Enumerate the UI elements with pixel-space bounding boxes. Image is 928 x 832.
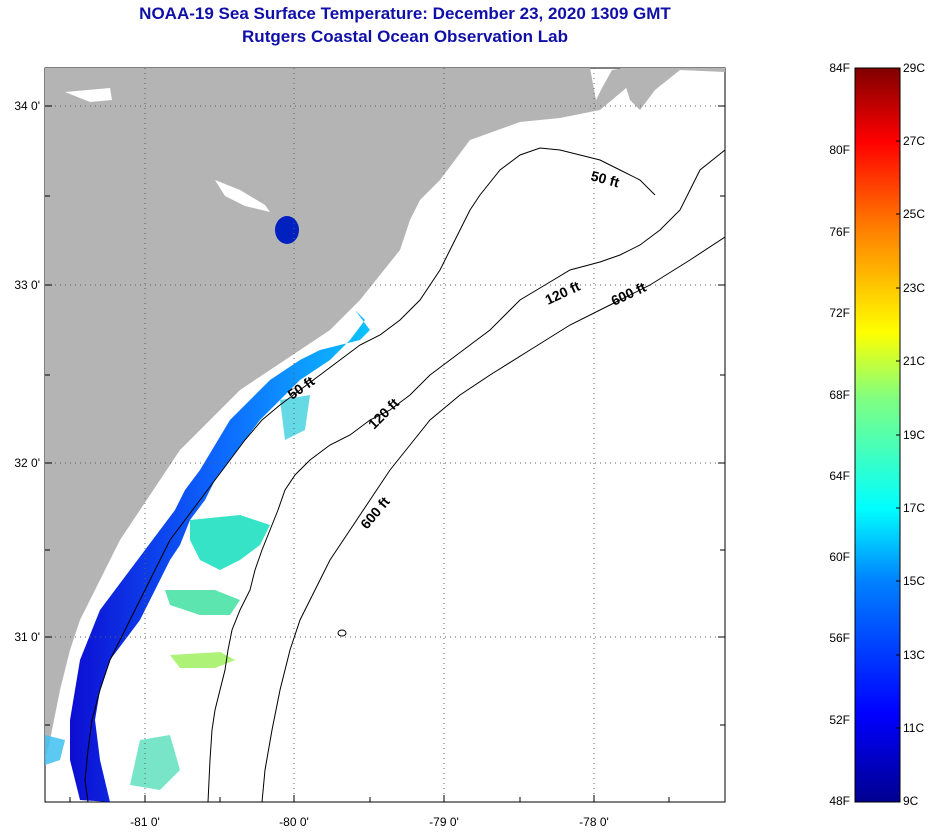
map-subtitle: Rutgers Coastal Ocean Observation Lab [242,27,568,46]
colorbar-c-label: 29C [903,61,925,75]
colorbar-f-label: 60F [829,550,850,564]
colorbar-f-label: 84F [829,61,850,75]
colorbar-f-label: 76F [829,225,850,239]
colorbar-f-label: 48F [829,794,850,808]
colorbar-c-label: 21C [903,354,925,368]
contour-seamount [337,629,347,637]
axis-ticks [45,105,725,802]
colorbar-c-label: 27C [903,134,925,148]
lon-label-78: -78 0' [579,815,609,829]
colorbar-c-label: 15C [903,574,925,588]
lat-label-34: 34 0' [14,99,40,113]
colorbar-f-label: 64F [829,469,850,483]
colorbar-celsius-labels: 29C 27C 25C 23C 21C 19C 17C 15C 13C 11C … [896,61,925,808]
colorbar-f-label: 80F [829,143,850,157]
lon-label-80: -80 0' [279,815,309,829]
map-title: NOAA-19 Sea Surface Temperature: Decembe… [139,4,671,23]
lake-marion [275,216,299,244]
sst-plume-5 [280,395,310,440]
colorbar-f-label: 56F [829,631,850,645]
lat-label-33: 33 0' [14,278,40,292]
lon-label-79: -79 0' [429,815,459,829]
contour-50ft [84,147,656,802]
colorbar-c-label: 25C [903,207,925,221]
colorbar-fahrenheit-labels: 84F 80F 76F 72F 68F 64F 60F 56F 52F 48F [829,61,850,808]
colorbar-f-label: 52F [829,713,850,727]
colorbar [854,67,901,803]
sst-plume-2 [165,590,240,615]
sst-plume-1 [190,515,270,570]
lat-label-31: 31 0' [14,630,40,644]
contour-label-50ft-north: 50 ft [589,167,621,190]
colorbar-f-label: 68F [829,388,850,402]
colorbar-c-label: 13C [903,648,925,662]
land-area [45,68,650,760]
colorbar-c-label: 9C [903,794,919,808]
sst-plume-6 [45,735,65,765]
colorbar-c-label: 11C [903,721,924,735]
lat-label-32: 32 0' [14,456,40,470]
sst-plume-4 [130,735,180,790]
lon-label-81: -81 0' [130,815,160,829]
colorbar-c-label: 19C [903,428,925,442]
contour-120ft [207,149,725,802]
map-grid [45,68,725,802]
colorbar-c-label: 17C [903,501,925,515]
land-area-nc [620,68,725,110]
colorbar-f-label: 72F [829,306,850,320]
contour-600ft [261,236,725,802]
colorbar-c-label: 23C [903,281,925,295]
sst-plume-3 [170,652,235,668]
